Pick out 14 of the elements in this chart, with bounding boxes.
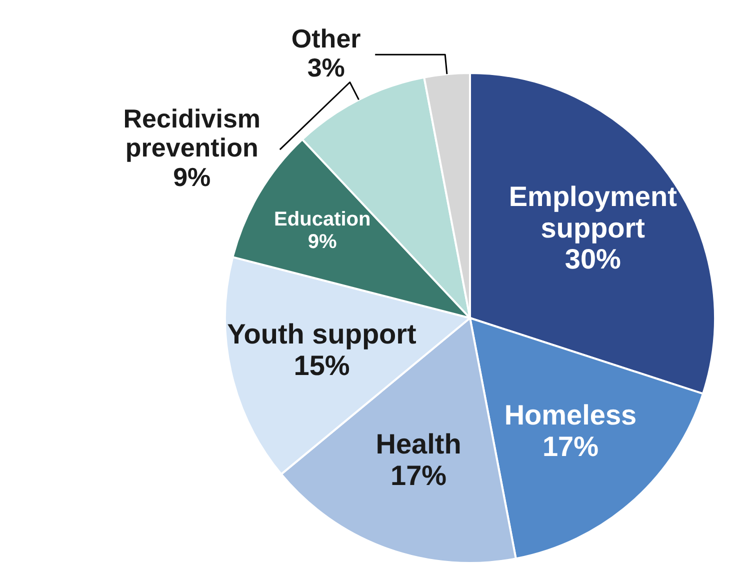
data-label: 17% (390, 460, 447, 491)
slice-label: Education (274, 208, 371, 231)
slice-label: Recidivism prevention (123, 104, 261, 163)
slice-label: Youth support (227, 318, 416, 350)
slice-label: Homeless (504, 400, 637, 431)
slice-label: Employment support (508, 180, 677, 244)
data-label: 9% (308, 231, 338, 254)
slice-label: Health (376, 428, 462, 460)
data-label: 17% (542, 430, 599, 462)
data-label: 9% (173, 162, 211, 192)
data-label: 30% (564, 244, 622, 275)
slice-label: Other (291, 24, 361, 54)
data-label: 15% (294, 350, 350, 382)
data-label: 3% (307, 52, 345, 83)
